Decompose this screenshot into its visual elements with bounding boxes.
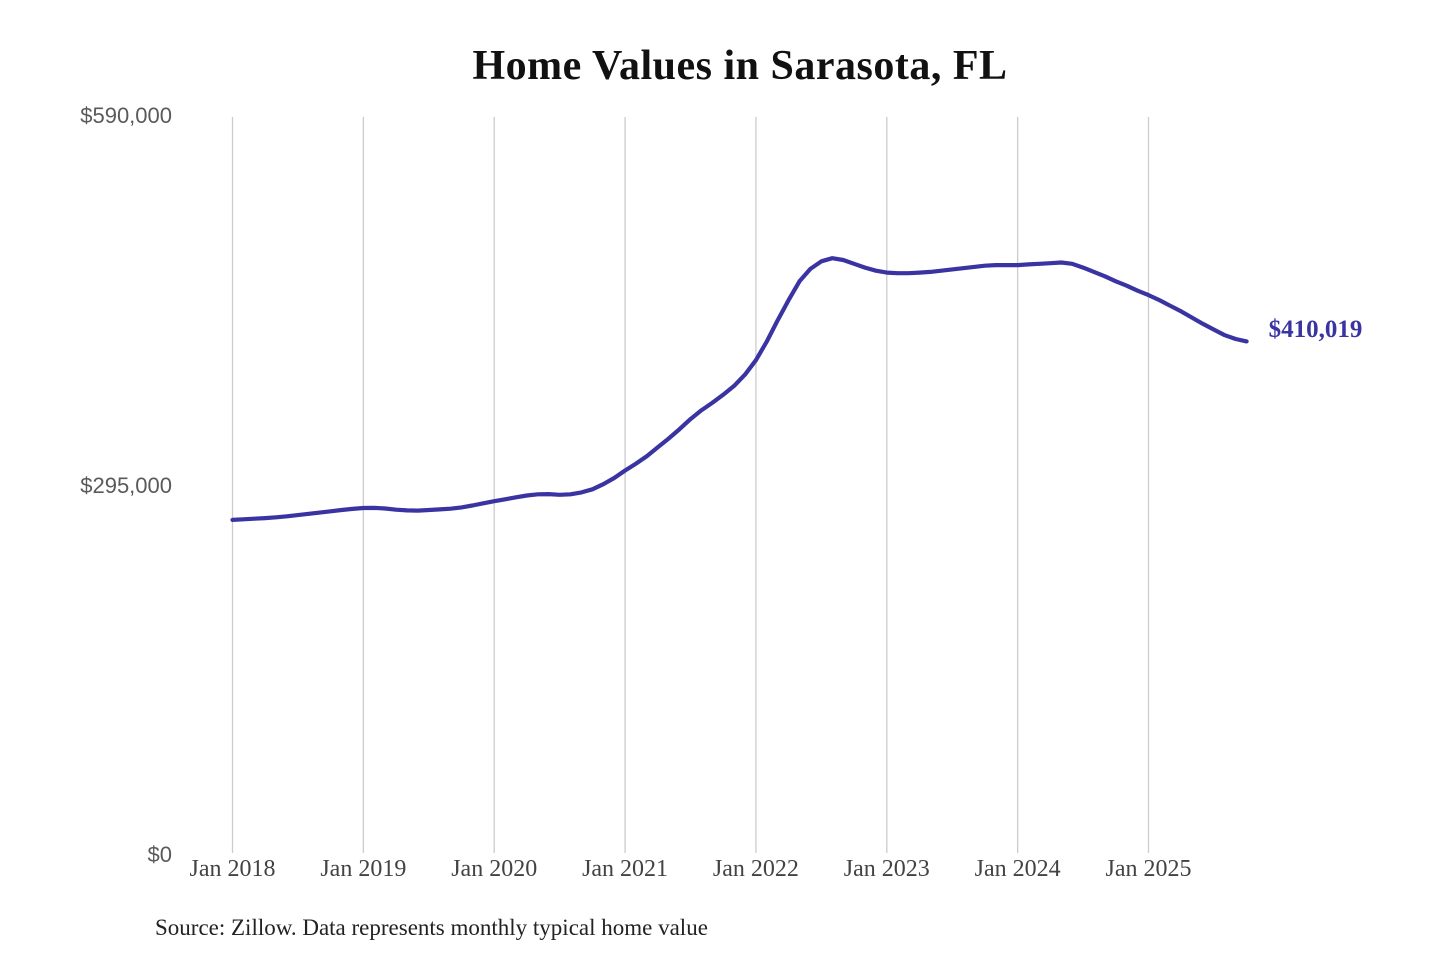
home-value-series-line: [230, 256, 1249, 522]
source-note: Source: Zillow. Data represents monthly …: [155, 915, 708, 940]
latest-value-label: $410,019: [1268, 316, 1363, 344]
gridlines: [231, 117, 1150, 853]
chart-title: Home Values in Sarasota, FL: [472, 43, 1008, 89]
